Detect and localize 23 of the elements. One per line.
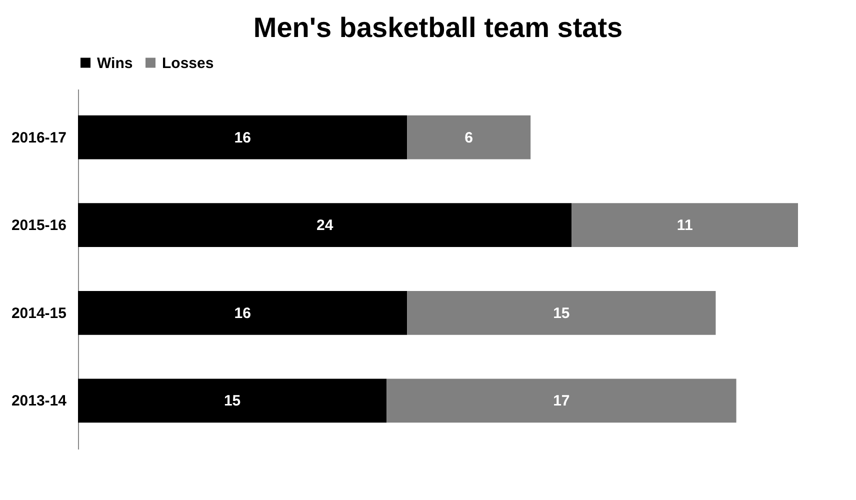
bar	[386, 378, 736, 423]
bar	[407, 290, 716, 335]
data-label: 6	[464, 129, 474, 146]
data-label: 15	[553, 304, 570, 322]
data-label: 15	[224, 392, 241, 410]
data-label: 11	[676, 217, 693, 234]
bar	[78, 290, 408, 335]
data-label: 24	[316, 217, 334, 234]
data-label: 16	[234, 129, 251, 146]
bar	[407, 115, 531, 160]
data-label: 17	[553, 392, 570, 410]
y-tick-label: 2016-17	[11, 129, 66, 146]
y-tick-label: 2014-15	[11, 304, 66, 322]
data-label: 16	[234, 304, 251, 322]
y-tick-label: 2013-14	[11, 392, 68, 410]
legend-label: Losses	[162, 54, 214, 72]
bar	[78, 203, 572, 248]
bar	[78, 378, 387, 423]
chart-title: Men's basketball team stats	[253, 12, 623, 43]
bar	[572, 203, 798, 248]
legend-label: Wins	[97, 54, 133, 72]
bar	[78, 115, 408, 160]
y-tick-label: 2015-16	[11, 217, 66, 234]
